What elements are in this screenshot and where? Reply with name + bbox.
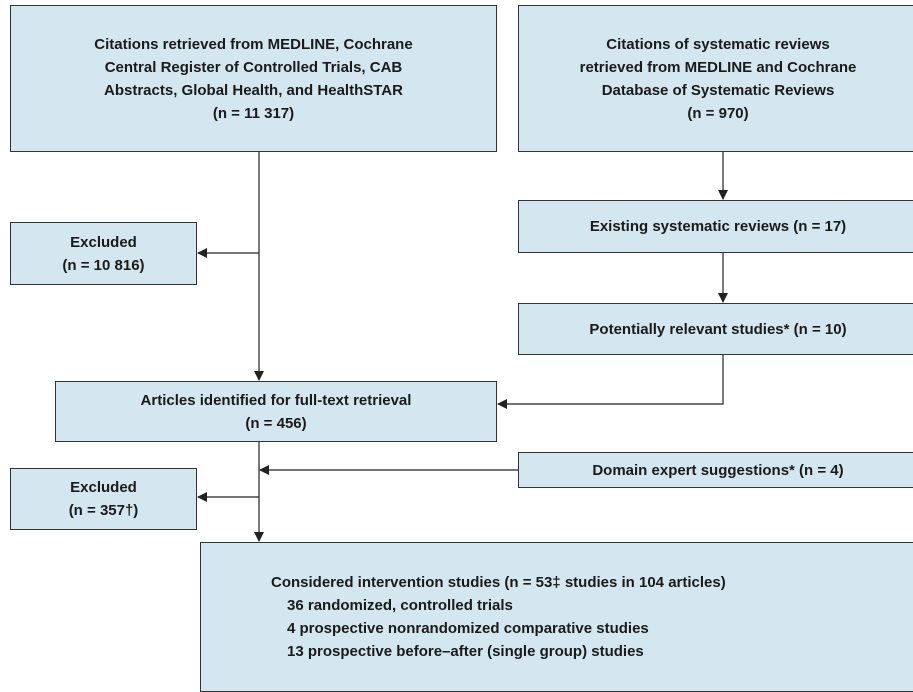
node-text: Existing systematic reviews (n = 17)	[589, 218, 847, 235]
node-text: (n = 456)	[245, 414, 307, 432]
node-box: Potentially relevant studies* (n = 10)	[518, 303, 913, 355]
node-text: Central Register of Controlled Trials, C…	[104, 58, 403, 76]
node-box: Excluded (n = 357†)	[10, 468, 197, 530]
node-text: (n = 10 816)	[62, 256, 145, 274]
node-box: Considered intervention studies (n = 53‡…	[200, 542, 913, 692]
node-box: Citations retrieved from MEDLINE, Cochra…	[10, 5, 497, 152]
node-text: Potentially relevant studies* (n = 10)	[589, 320, 847, 338]
node-text: 13 prospective before–after (single grou…	[287, 643, 644, 660]
node-box: Excluded (n = 10 816)	[10, 222, 197, 285]
node-box: Existing systematic reviews (n = 17)	[518, 200, 913, 253]
node-text: 4 prospective nonrandomized comparative …	[287, 620, 649, 637]
node-text: (n = 357†)	[68, 502, 139, 519]
node-box: Domain expert suggestions* (n = 4)	[518, 452, 913, 488]
node-text: 36 randomized, controlled trials	[287, 597, 513, 614]
node-text: Considered intervention studies (n = 53‡…	[271, 574, 726, 591]
node-text: Articles identified for full-text retrie…	[140, 391, 412, 409]
node-text: Abstracts, Global Health, and HealthSTAR	[104, 81, 403, 99]
node-text: Excluded	[70, 479, 137, 496]
node-text: (n = 11 317)	[212, 104, 295, 122]
arrow	[497, 355, 724, 409]
node-text: Excluded	[70, 233, 137, 251]
node-box: Articles identified for full-text retrie…	[55, 381, 497, 442]
node-text: Domain expert suggestions* (n = 4)	[592, 461, 844, 479]
node-text: (n = 970)	[687, 104, 749, 122]
node-box: Citations of systematic reviews retrieved…	[518, 5, 913, 152]
node-text: Database of Systematic Reviews	[601, 81, 835, 99]
node-text: Citations retrieved from MEDLINE, Cochra…	[94, 35, 413, 53]
node-text: Citations of systematic reviews	[606, 35, 830, 53]
node-text: retrieved from MEDLINE and Cochrane	[579, 58, 857, 76]
